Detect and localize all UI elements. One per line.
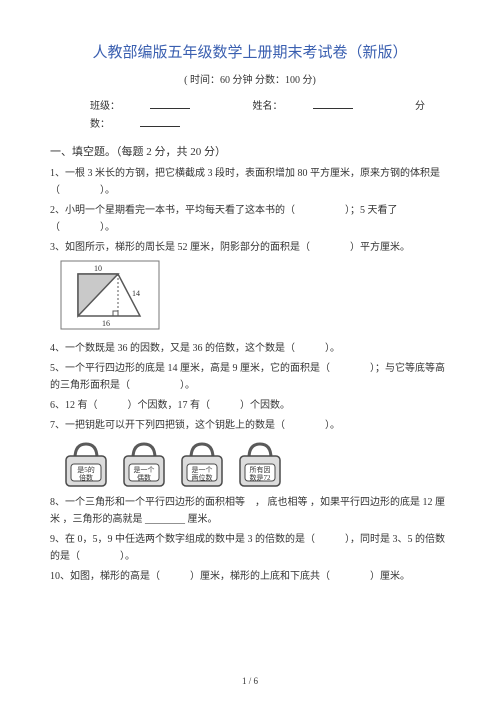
section-1-heading: 一、填空题。（每题 2 分，共 20 分） — [50, 143, 450, 162]
question-5: 5、一个平行四边形的底是 14 厘米，高是 9 厘米，它的面积是（ ）；与它等底… — [50, 360, 450, 394]
locks-figure: 是5的 倍数 是一个 偶数 是一个 两位数 所有因 数是72 — [60, 438, 450, 490]
question-1: 1、一根 3 米长的方钢，把它横截成 3 段时，表面积增加 80 平方厘米，原来… — [50, 165, 450, 199]
lock-2: 是一个 偶数 — [118, 438, 170, 490]
question-7: 7、一把钥匙可以开下列四把锁，这个钥匙上的数是（ ）。 — [50, 417, 450, 434]
student-info-row: 班级： 姓名： 分数： — [50, 97, 450, 133]
svg-text:所有因: 所有因 — [250, 465, 271, 474]
question-9: 9、在 0，5，9 中任选两个数字组成的数中是 3 的倍数的是（ ），同时是 3… — [50, 531, 450, 565]
trap-top-label: 10 — [94, 264, 102, 273]
lock-3: 是一个 两位数 — [176, 438, 228, 490]
trap-bottom-label: 16 — [102, 319, 110, 328]
svg-text:两位数: 两位数 — [192, 473, 213, 482]
class-label: 班级： — [90, 101, 220, 112]
page-number: 1 / 6 — [0, 674, 500, 689]
svg-text:是一个: 是一个 — [134, 466, 155, 474]
svg-text:是一个: 是一个 — [192, 466, 213, 474]
name-label: 姓名： — [253, 101, 383, 112]
question-2: 2、小明一个星期看完一本书，平均每天看了这本书的（ ）；5 天看了（ ）。 — [50, 202, 450, 236]
question-3: 3、如图所示，梯形的周长是 52 厘米，阴影部分的面积是（ ）平方厘米。 — [50, 239, 450, 256]
question-6: 6、12 有（ ）个因数，17 有（ ）个因数。 — [50, 397, 450, 414]
question-10: 10、如图，梯形的高是（ ）厘米，梯形的上底和下底共（ ）厘米。 — [50, 568, 450, 585]
svg-text:偶数: 偶数 — [137, 473, 151, 482]
lock-1: 是5的 倍数 — [60, 438, 112, 490]
trap-right-label: 14 — [132, 289, 140, 298]
svg-text:数是72: 数是72 — [250, 473, 271, 482]
lock-4: 所有因 数是72 — [234, 438, 286, 490]
trapezoid-figure: 10 14 16 — [60, 260, 450, 336]
question-8: 8、一个三角形和一个平行四边形的面积相等 ， 底也相等 ，如果平行四边形的底是 … — [50, 494, 450, 528]
svg-text:是5的: 是5的 — [77, 465, 95, 474]
exam-title: 人教部编版五年级数学上册期末考试卷（新版） — [50, 40, 450, 66]
svg-text:倍数: 倍数 — [79, 473, 93, 482]
question-4: 4、一个数既是 36 的因数，又是 36 的倍数，这个数是（ ）。 — [50, 340, 450, 357]
exam-subtitle: ( 时间：60 分钟 分数：100 分) — [50, 72, 450, 89]
